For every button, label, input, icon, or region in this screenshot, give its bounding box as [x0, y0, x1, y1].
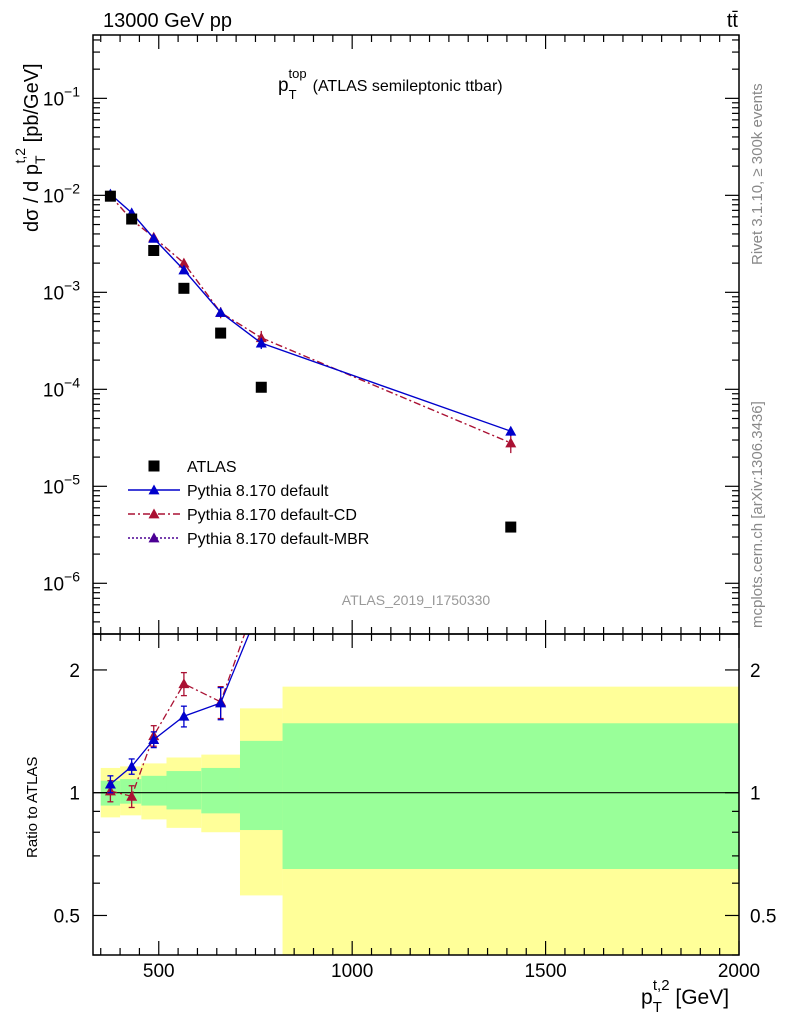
mc-point	[505, 437, 517, 448]
plot-title: pTtop(ATLAS semileptonic ttbar)	[278, 66, 503, 102]
ratio-band-green-5	[239, 740, 283, 831]
main-y-tick-label-3: 10−3	[43, 277, 80, 304]
process-label: tt̄	[727, 10, 739, 32]
ratio-point	[256, 581, 267, 591]
ratio-band-green-6	[282, 723, 739, 870]
legend-label-3: Pythia 8.170 default-MBR	[187, 531, 369, 548]
ratio-point	[104, 778, 116, 789]
legend-label-1: Pythia 8.170 default	[187, 483, 329, 500]
ratio-point	[126, 790, 138, 801]
ratio-band-green-2	[141, 775, 167, 806]
mc-point	[255, 337, 267, 348]
energy-label: 13000 GeV pp	[103, 10, 232, 32]
analysis-id-label: ATLAS_2019_I1750330	[342, 592, 491, 608]
main-series	[104, 188, 517, 533]
atlas-data-point	[255, 381, 267, 393]
x-axis-label: pTt,2 [GeV]	[641, 977, 729, 1016]
main-y-tick-label-0: 10−6	[43, 568, 80, 595]
legend-label-0: ATLAS	[187, 459, 237, 476]
atlas-data-point	[178, 282, 190, 294]
ratio-y-tick-label-left-2: 2	[69, 661, 80, 682]
legend: ATLAS Pythia 8.170 default Pythia 8.170 de…	[128, 459, 369, 548]
x-tick-label-2: 1500	[524, 961, 566, 982]
legend-marker-atlas	[148, 460, 160, 472]
atlas-data-point	[126, 213, 138, 225]
ratio-band-green-3	[166, 771, 202, 810]
ratio-series	[104, 581, 267, 809]
ratio-line-0	[110, 634, 246, 798]
ratio-point	[215, 697, 227, 708]
ratio-y-tick-label-right-0: 0.5	[750, 906, 776, 927]
mc-point	[255, 332, 267, 343]
atlas-data-point	[104, 190, 116, 202]
mc-point	[178, 257, 190, 268]
ratio-y-tick-label-left-1: 1	[69, 784, 80, 805]
mc-line-1	[109, 193, 512, 432]
mc-point	[215, 306, 227, 317]
ratio-y-tick-label-right-2: 2	[750, 661, 761, 682]
rivet-label: Rivet 3.1.10, ≥ 300k events	[749, 83, 766, 265]
atlas-data-point	[148, 244, 160, 256]
x-tick-label-1: 1000	[331, 961, 373, 982]
ratio-y-tick-label-left-0: 0.5	[54, 906, 80, 927]
x-tick-label-3: 2000	[718, 961, 760, 982]
ratio-point	[178, 678, 190, 689]
mcplots-label: mcplots.cern.ch [arXiv:1306.3436]	[749, 401, 766, 628]
ratio-plot-frame	[92, 633, 740, 956]
ratio-point	[178, 710, 190, 721]
ratio-point	[256, 599, 267, 609]
legend-marker-3	[148, 532, 160, 543]
mc-point	[148, 232, 160, 243]
main-y-tick-label-5: 10−1	[43, 83, 80, 110]
ratio-point	[148, 734, 160, 744]
x-tick-label-0: 500	[143, 961, 175, 982]
ratio-band-green-4	[201, 767, 240, 814]
mc-line-0	[109, 195, 512, 444]
ratio-uncertainty-bands	[93, 686, 739, 955]
main-y-axis-label: dσ / d pTt,2 [pb/GeV]	[12, 63, 48, 232]
atlas-data-point	[505, 521, 517, 533]
main-y-tick-label-1: 10−5	[43, 471, 80, 498]
ratio-point	[126, 760, 138, 771]
axis-ticks: 10−6 10−5 10−4 10−3 10−2 10−1 0.5 0.5 1 1 2 2 500 100…	[43, 35, 776, 982]
ratio-y-tick-label-right-1: 1	[750, 784, 761, 805]
main-y-tick-label-4: 10−2	[43, 180, 80, 207]
main-y-tick-label-2: 10−4	[43, 374, 80, 401]
legend-marker-1	[148, 484, 160, 495]
mc-point	[178, 264, 190, 275]
legend-label-2: Pythia 8.170 default-CD	[187, 507, 357, 524]
mc-point	[505, 425, 517, 436]
ratio-y-axis-label: Ratio to ATLAS	[24, 757, 41, 858]
atlas-data-point	[215, 327, 227, 339]
legend-marker-2	[148, 508, 160, 519]
